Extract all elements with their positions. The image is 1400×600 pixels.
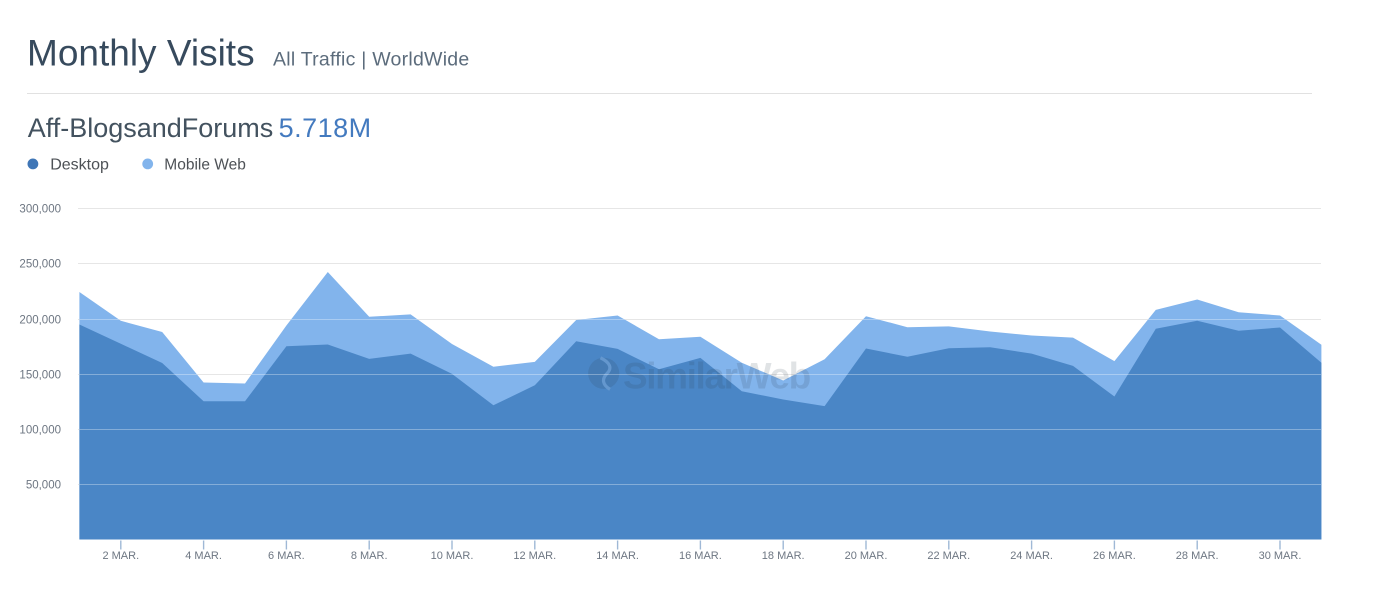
svg-text:Aff-BlogsandForums: Aff-BlogsandForums [28, 113, 274, 143]
svg-text:All Traffic | WorldWide: All Traffic | WorldWide [273, 49, 469, 71]
svg-text:16 MAR.: 16 MAR. [679, 550, 722, 562]
svg-text:14 MAR.: 14 MAR. [596, 550, 639, 562]
svg-text:100,000: 100,000 [19, 424, 61, 436]
svg-text:Monthly Visits: Monthly Visits [27, 33, 255, 74]
svg-text:50,000: 50,000 [26, 479, 61, 491]
svg-text:150,000: 150,000 [19, 369, 61, 381]
svg-text:28 MAR.: 28 MAR. [1176, 550, 1219, 562]
svg-text:4 MAR.: 4 MAR. [185, 550, 222, 562]
svg-text:20 MAR.: 20 MAR. [845, 550, 888, 562]
svg-text:SimilarWeb: SimilarWeb [623, 355, 811, 396]
svg-text:300,000: 300,000 [19, 203, 61, 215]
svg-text:Desktop: Desktop [50, 157, 109, 174]
svg-text:12 MAR.: 12 MAR. [513, 550, 556, 562]
svg-text:Mobile Web: Mobile Web [164, 157, 246, 174]
svg-text:10 MAR.: 10 MAR. [431, 550, 474, 562]
svg-text:200,000: 200,000 [19, 314, 61, 326]
svg-text:24 MAR.: 24 MAR. [1010, 550, 1053, 562]
svg-text:8 MAR.: 8 MAR. [351, 550, 388, 562]
svg-text:2 MAR.: 2 MAR. [102, 550, 139, 562]
svg-text:22 MAR.: 22 MAR. [927, 550, 970, 562]
svg-text:250,000: 250,000 [19, 258, 61, 270]
svg-text:26 MAR.: 26 MAR. [1093, 550, 1136, 562]
svg-text:18 MAR.: 18 MAR. [762, 550, 805, 562]
svg-text:5.718M: 5.718M [279, 113, 372, 143]
svg-text:30 MAR.: 30 MAR. [1259, 550, 1302, 562]
svg-text:6 MAR.: 6 MAR. [268, 550, 305, 562]
